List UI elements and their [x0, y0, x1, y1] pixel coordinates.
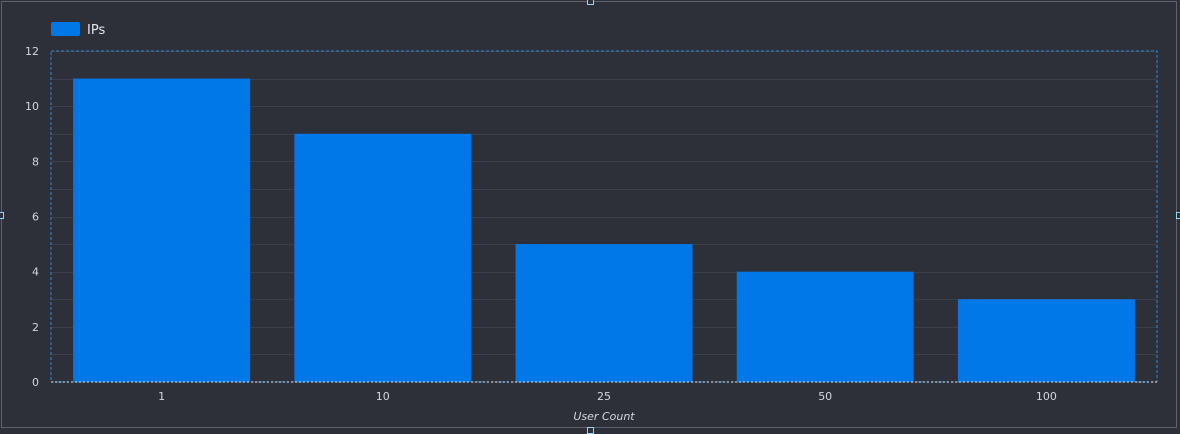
x-tick-label: 1: [158, 390, 165, 403]
y-tick-label: 10: [25, 100, 39, 113]
x-axis-title: User Count: [573, 410, 635, 423]
bar-50[interactable]: [736, 271, 914, 382]
bar-100[interactable]: [957, 299, 1135, 382]
bar-1[interactable]: [73, 78, 251, 382]
resize-handle-left[interactable]: [0, 212, 4, 219]
legend-label: IPs: [87, 23, 105, 38]
x-tick-label: 10: [376, 390, 390, 403]
y-tick-label: 2: [32, 321, 39, 334]
y-tick-label: 6: [32, 211, 39, 224]
y-axis-ticks: 0 2 4 6 8 10 12: [25, 45, 39, 389]
y-tick-label: 8: [32, 155, 39, 168]
x-tick-label: 25: [597, 390, 611, 403]
bars: [73, 78, 1135, 382]
legend-swatch: [51, 22, 80, 36]
bar-10[interactable]: [294, 133, 472, 382]
x-axis-ticks: 1 10 25 50 100: [158, 390, 1057, 403]
y-tick-label: 0: [32, 376, 39, 389]
resize-handle-top[interactable]: [587, 0, 594, 5]
resize-handle-right[interactable]: [1176, 212, 1180, 219]
x-tick-label: 100: [1036, 390, 1057, 403]
y-tick-label: 12: [25, 45, 39, 58]
bar-25[interactable]: [515, 244, 693, 382]
y-tick-label: 4: [32, 266, 39, 279]
x-tick-label: 50: [818, 390, 832, 403]
legend[interactable]: IPs: [51, 22, 105, 38]
